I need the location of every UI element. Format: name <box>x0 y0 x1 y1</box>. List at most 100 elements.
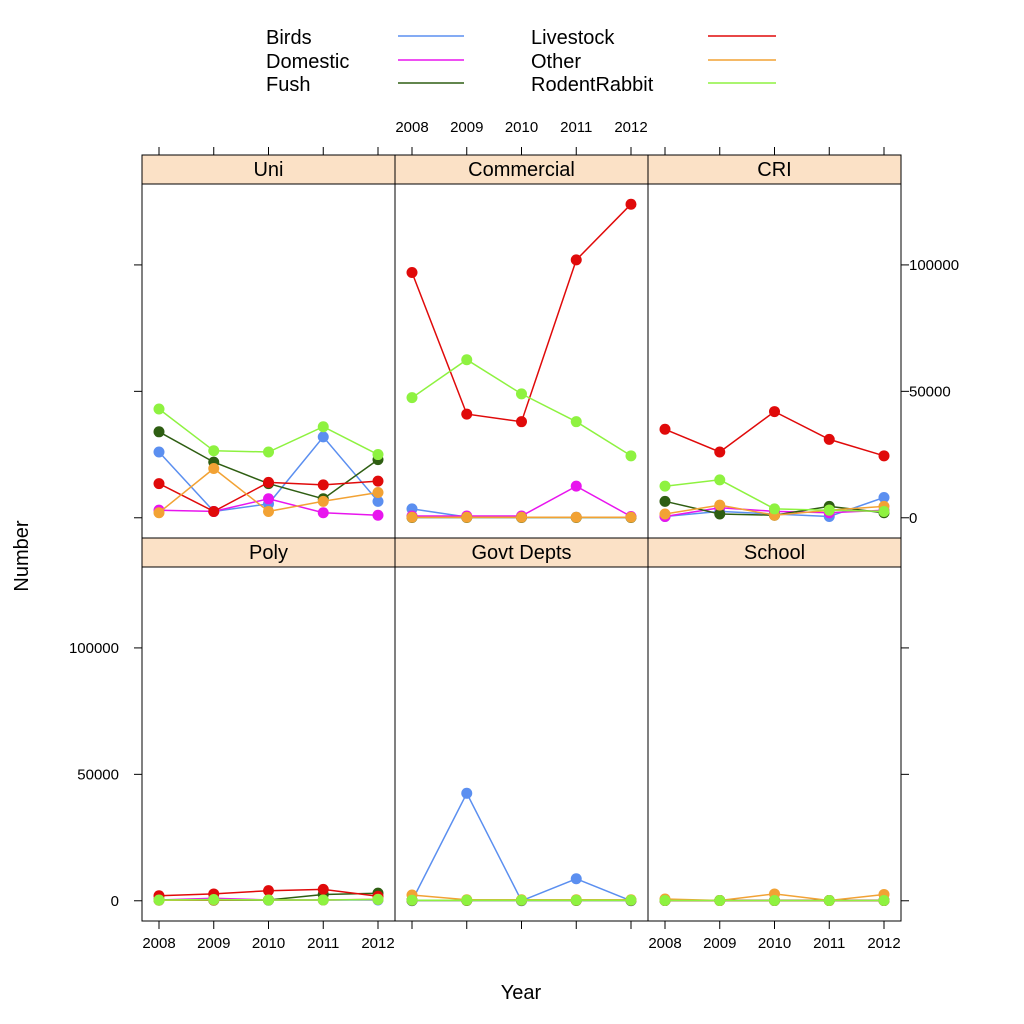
x-tick-label-2010: 2010 <box>252 935 285 952</box>
point-other-2008 <box>153 507 165 519</box>
y-axis-title: Number <box>11 520 33 591</box>
strip <box>647 154 902 185</box>
x-tick-label-2009: 2009 <box>703 935 736 952</box>
point-rodentrabbit-2012 <box>625 894 637 906</box>
point-rodentrabbit-2008 <box>406 392 418 404</box>
point-fush-2009 <box>714 508 726 520</box>
panel-commercial: Commercial <box>394 154 649 539</box>
point-other-2009 <box>714 499 726 511</box>
y-tick-label-0: 0 <box>909 510 917 527</box>
point-rodentrabbit-2010 <box>263 894 274 906</box>
point-rodentrabbit-2008 <box>659 895 671 907</box>
x-tick-label-2011: 2011 <box>307 935 339 952</box>
point-other-2011 <box>317 495 329 507</box>
axes: 2008 2009 2010 2011 2012 2008 2009 2010 2011 2012… <box>69 119 959 952</box>
strip <box>647 537 902 568</box>
point-birds-2011 <box>570 873 582 885</box>
panel-govt-depts: Govt Depts <box>394 537 649 922</box>
point-livestock-2009 <box>714 446 726 458</box>
strip-label: Govt Depts <box>471 542 571 564</box>
x-tick-label-2012: 2012 <box>361 935 394 952</box>
point-livestock-2012 <box>878 450 890 462</box>
panel-poly: Poly <box>141 537 396 922</box>
point-rodentrabbit-2009 <box>714 895 726 907</box>
point-rodentrabbit-2008 <box>153 894 165 906</box>
point-other-2008 <box>659 508 671 520</box>
point-livestock-2008 <box>406 267 418 278</box>
point-rodentrabbit-2012 <box>878 895 890 907</box>
point-rodentrabbit-2012 <box>372 449 384 461</box>
point-fush-2008 <box>153 426 165 438</box>
point-rodentrabbit-2012 <box>878 505 890 517</box>
point-rodentrabbit-2008 <box>153 403 165 415</box>
x-tick-label-2012: 2012 <box>867 935 900 952</box>
plot-area <box>394 183 649 539</box>
strip <box>394 154 649 185</box>
strip-label: Commercial <box>468 159 575 181</box>
point-birds-2009 <box>461 787 473 799</box>
point-livestock-2010 <box>516 416 527 428</box>
point-domestic-2012 <box>372 509 384 521</box>
x-axis-title: Year <box>501 982 542 1004</box>
point-rodentrabbit-2009 <box>461 354 473 366</box>
point-rodentrabbit-2010 <box>769 895 780 907</box>
point-rodentrabbit-2010 <box>516 894 527 906</box>
point-other-2012 <box>372 486 384 498</box>
point-rodentrabbit-2010 <box>516 388 527 400</box>
point-other-2010 <box>263 505 274 517</box>
point-rodentrabbit-2009 <box>208 894 220 906</box>
point-other-2009 <box>461 511 473 523</box>
point-rodentrabbit-2011 <box>823 504 835 516</box>
point-livestock-2011 <box>823 433 835 445</box>
point-livestock-2010 <box>263 476 274 488</box>
plot-area <box>141 566 396 922</box>
point-domestic-2010 <box>263 493 274 505</box>
point-rodentrabbit-2011 <box>570 894 582 906</box>
point-livestock-2010 <box>769 406 780 418</box>
point-other-2009 <box>208 462 220 474</box>
legend-label-other: Other <box>531 51 581 73</box>
point-livestock-2008 <box>153 478 165 490</box>
legend-label-livestock: Livestock <box>531 27 615 49</box>
point-rodentrabbit-2009 <box>208 445 220 457</box>
point-rodentrabbit-2010 <box>769 503 780 515</box>
x-tick-label-2010: 2010 <box>758 935 791 952</box>
point-livestock-2012 <box>372 475 384 487</box>
point-livestock-2008 <box>659 423 671 435</box>
panel-school: School <box>647 537 902 922</box>
point-rodentrabbit-2008 <box>659 480 671 492</box>
point-other-2012 <box>625 511 637 523</box>
point-livestock-2009 <box>208 505 220 517</box>
point-livestock-2011 <box>317 479 329 491</box>
x-tick-label-2008: 2008 <box>142 935 175 952</box>
point-livestock-2010 <box>263 885 274 897</box>
panel-uni: Uni <box>141 154 396 539</box>
point-rodentrabbit-2011 <box>823 895 835 907</box>
x-tick-label-2008: 2008 <box>395 119 428 136</box>
point-rodentrabbit-2012 <box>372 894 384 906</box>
strip <box>141 537 396 568</box>
plot-area <box>647 183 902 539</box>
plot-area <box>394 566 649 922</box>
point-rodentrabbit-2009 <box>461 894 473 906</box>
y-tick-label-100000: 100000 <box>69 640 119 657</box>
y-tick-label-100000: 100000 <box>909 257 959 274</box>
point-birds-2008 <box>153 446 165 458</box>
x-tick-label-2011: 2011 <box>560 119 592 136</box>
point-other-2008 <box>406 511 418 523</box>
panel-cri: CRI <box>647 154 902 539</box>
x-tick-label-2009: 2009 <box>197 935 230 952</box>
plot-area <box>647 566 902 922</box>
point-other-2011 <box>570 511 582 523</box>
panels: Poly Govt Depts School Uni Commercial CRI <box>141 154 902 922</box>
point-rodentrabbit-2012 <box>625 450 637 462</box>
point-rodentrabbit-2011 <box>570 416 582 428</box>
y-tick-label-50000: 50000 <box>77 766 119 783</box>
point-livestock-2012 <box>625 198 637 210</box>
point-livestock-2011 <box>317 883 329 895</box>
strip-label: Uni <box>253 159 283 181</box>
x-tick-label-2008: 2008 <box>648 935 681 952</box>
strip-label: CRI <box>757 159 791 181</box>
